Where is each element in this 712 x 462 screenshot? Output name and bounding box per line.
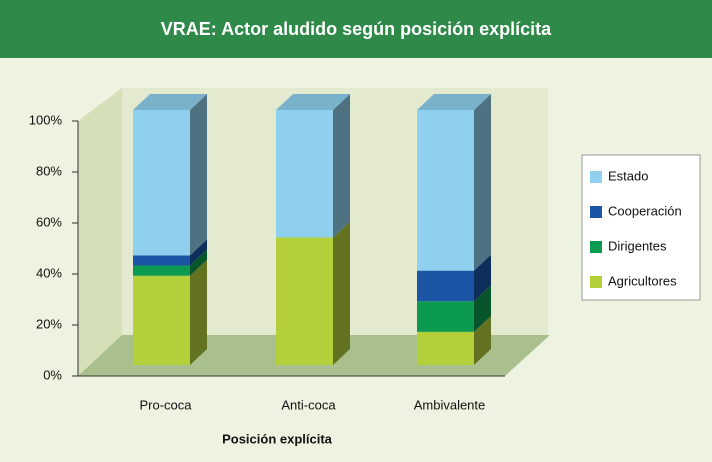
- y-tick-label: 80%: [36, 163, 62, 178]
- bar-segment: [417, 301, 474, 332]
- legend-swatch: [590, 206, 602, 218]
- x-tick-label: Anti-coca: [281, 397, 336, 412]
- bar-side: [474, 94, 491, 271]
- y-tick-label: 0%: [43, 367, 62, 382]
- side-wall: [78, 88, 122, 376]
- bar-segment: [417, 331, 474, 365]
- x-tick-label: Pro-coca: [139, 397, 192, 412]
- header: [0, 0, 712, 58]
- bar-top: [417, 94, 491, 110]
- x-tick-label: Ambivalente: [414, 397, 486, 412]
- bar-side: [190, 249, 207, 276]
- bar-segment: [417, 110, 474, 271]
- bar-side: [190, 239, 207, 266]
- y-tick-label: 20%: [36, 316, 62, 331]
- y-tick-label: 100%: [29, 112, 63, 127]
- bar-segment: [133, 275, 190, 365]
- legend-label: Dirigentes: [608, 238, 667, 253]
- bar-top: [276, 94, 350, 110]
- bar-side: [474, 285, 491, 332]
- legend-swatch: [590, 241, 602, 253]
- bar-side: [333, 221, 350, 365]
- legend-swatch: [590, 171, 602, 183]
- bar-side: [474, 315, 491, 365]
- bar-side: [190, 259, 207, 365]
- bar-segment: [276, 110, 333, 238]
- chart-title: VRAE: Actor aludido según posición explí…: [161, 19, 552, 39]
- legend-label: Agricultores: [608, 273, 677, 288]
- bar-segment: [133, 265, 190, 276]
- legend-label: Cooperación: [608, 203, 682, 218]
- bar-segment: [133, 110, 190, 256]
- bar-segment: [133, 255, 190, 266]
- y-tick-label: 40%: [36, 265, 62, 280]
- bar-side: [333, 94, 350, 238]
- x-axis-title: Posición explícita: [222, 431, 333, 446]
- legend-label: Estado: [608, 168, 648, 183]
- bar-side: [474, 254, 491, 302]
- bar-top: [133, 94, 207, 110]
- bar-side: [190, 94, 207, 256]
- y-tick-label: 60%: [36, 214, 62, 229]
- bar-segment: [417, 270, 474, 302]
- legend-swatch: [590, 276, 602, 288]
- bar-segment: [276, 237, 333, 365]
